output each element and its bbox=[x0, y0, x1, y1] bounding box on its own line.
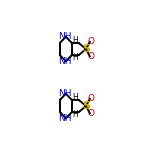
Text: NH: NH bbox=[58, 89, 72, 98]
Text: H: H bbox=[72, 53, 78, 62]
Text: H: H bbox=[72, 93, 78, 102]
Text: O: O bbox=[87, 37, 94, 46]
Text: NH: NH bbox=[58, 114, 72, 123]
Text: H: H bbox=[72, 110, 78, 119]
Text: O: O bbox=[87, 52, 94, 61]
Text: S: S bbox=[82, 101, 90, 111]
Text: O: O bbox=[87, 94, 94, 103]
Text: NH: NH bbox=[58, 32, 72, 41]
Text: S: S bbox=[82, 44, 90, 54]
Text: H: H bbox=[72, 36, 78, 45]
Text: NH: NH bbox=[58, 57, 72, 66]
Text: O: O bbox=[87, 109, 94, 118]
